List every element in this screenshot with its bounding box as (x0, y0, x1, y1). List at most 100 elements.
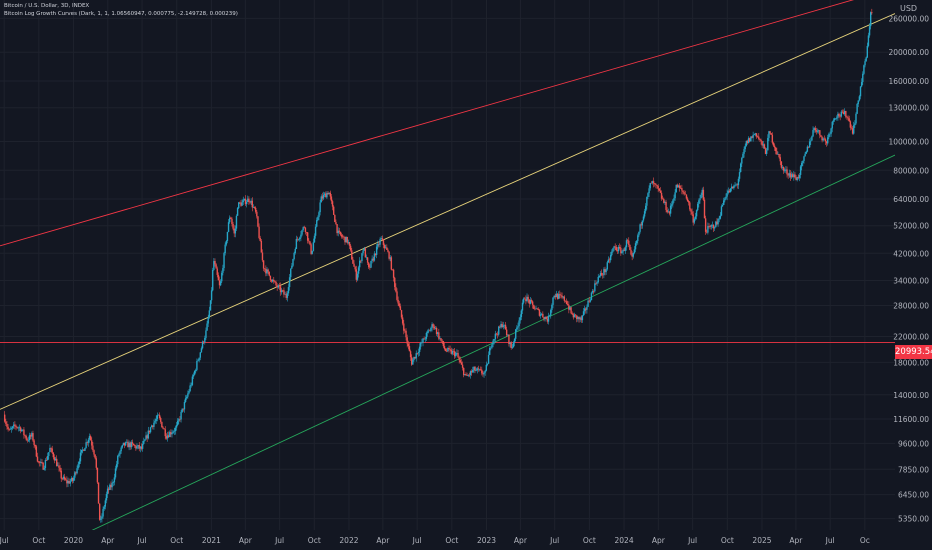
candle-body (779, 157, 781, 162)
candle-body (747, 138, 750, 144)
candle-body (451, 351, 454, 354)
candle-body (723, 200, 725, 205)
candle-body (776, 151, 778, 155)
candle-body (127, 441, 129, 448)
candle-body (854, 123, 856, 126)
candle-body (412, 360, 414, 365)
candle-body (643, 211, 646, 217)
candle-body (743, 149, 745, 154)
candle-body (686, 198, 689, 202)
candle-body (837, 113, 839, 118)
candle-body (698, 200, 700, 204)
candle-body (422, 338, 424, 343)
candle-body (663, 198, 665, 203)
candle-body (672, 200, 674, 205)
candle-body (303, 227, 305, 228)
candle-body (411, 357, 413, 365)
candle-body (694, 216, 697, 219)
candle-body (148, 430, 151, 433)
candle-body (69, 481, 71, 484)
candle-body (622, 249, 624, 252)
candle-body (256, 211, 258, 217)
candle-body (310, 244, 312, 254)
candle-body (213, 261, 215, 270)
candle-body (261, 252, 264, 261)
candle-body (571, 313, 573, 315)
candle-body (147, 430, 149, 439)
candle-body (621, 251, 623, 254)
symbol-line[interactable]: Bitcoin / U.S. Dollar, 3D, INDEX (4, 3, 90, 9)
candle-body (71, 478, 74, 481)
candle-body (408, 346, 411, 352)
candle-body (353, 263, 355, 267)
candle-body (262, 260, 265, 269)
candle-body (501, 323, 503, 328)
candle-body (96, 467, 99, 483)
candle-body (155, 418, 157, 422)
candle-body (630, 249, 632, 255)
candle-body (134, 445, 136, 446)
price-tick-label: 5350.00 (898, 515, 929, 524)
candle-body (510, 342, 512, 348)
mid-curve (0, 13, 896, 410)
candle-body (384, 247, 387, 249)
candle-body (186, 396, 188, 399)
candle-body (30, 435, 32, 437)
candle-body (712, 224, 715, 229)
candle-body (75, 472, 77, 474)
candle-body (547, 315, 550, 322)
candle-body (560, 294, 562, 296)
candle-body (364, 248, 367, 258)
price-tick-label: 80000.00 (893, 166, 929, 175)
candle-body (817, 130, 820, 131)
candle-body (140, 446, 143, 449)
candle-body (290, 268, 292, 278)
candle-body (65, 479, 67, 481)
candle-body (482, 373, 484, 375)
candle-body (429, 330, 431, 332)
candle-body (24, 435, 26, 437)
price-tick-label: 9600.00 (898, 439, 929, 448)
candle-body (804, 153, 806, 157)
price-axis[interactable]: 260000.00 200000.00 160000.00 130000.00 1000… (888, 0, 932, 550)
candle-body (587, 300, 589, 307)
candle-body (768, 131, 770, 138)
candle-body (703, 199, 706, 219)
candle-body (659, 190, 662, 193)
candle-body (606, 262, 608, 270)
candle-body (735, 184, 737, 186)
indicator-line[interactable]: Bitcoin Log Growth Curves (Dark, 1, 1, 1… (4, 10, 238, 17)
candle-body (576, 315, 578, 320)
candle-body (280, 290, 283, 293)
candle-body (265, 268, 267, 274)
candle-body (222, 268, 224, 273)
candle-body (32, 433, 34, 441)
candle-body (840, 111, 842, 117)
candle-body (63, 476, 66, 480)
candle-body (44, 460, 47, 468)
candle-body (339, 231, 342, 235)
candle-body (106, 488, 109, 495)
candle-body (18, 427, 21, 428)
candle-body (434, 327, 437, 329)
candle-body (337, 230, 339, 234)
candle-body (593, 290, 595, 292)
candle-body (624, 247, 627, 251)
candle-body (320, 196, 322, 203)
candle-body (378, 243, 380, 245)
candle-body (620, 247, 622, 254)
candle-body (169, 432, 171, 438)
time-axis[interactable]: Jul Oct 2020 Apr Jul Oct 2021 Apr Jul Oct 2022 Apr J… (0, 530, 932, 550)
candle-body (801, 162, 803, 167)
candle-body (751, 136, 753, 138)
candle-body (16, 426, 18, 428)
candle-body (745, 140, 748, 146)
candle-body (172, 431, 174, 433)
candle-body (217, 274, 220, 281)
candle-body (803, 156, 805, 161)
candle-body (375, 246, 378, 255)
candle-body (26, 439, 29, 441)
candle-body (753, 134, 755, 136)
